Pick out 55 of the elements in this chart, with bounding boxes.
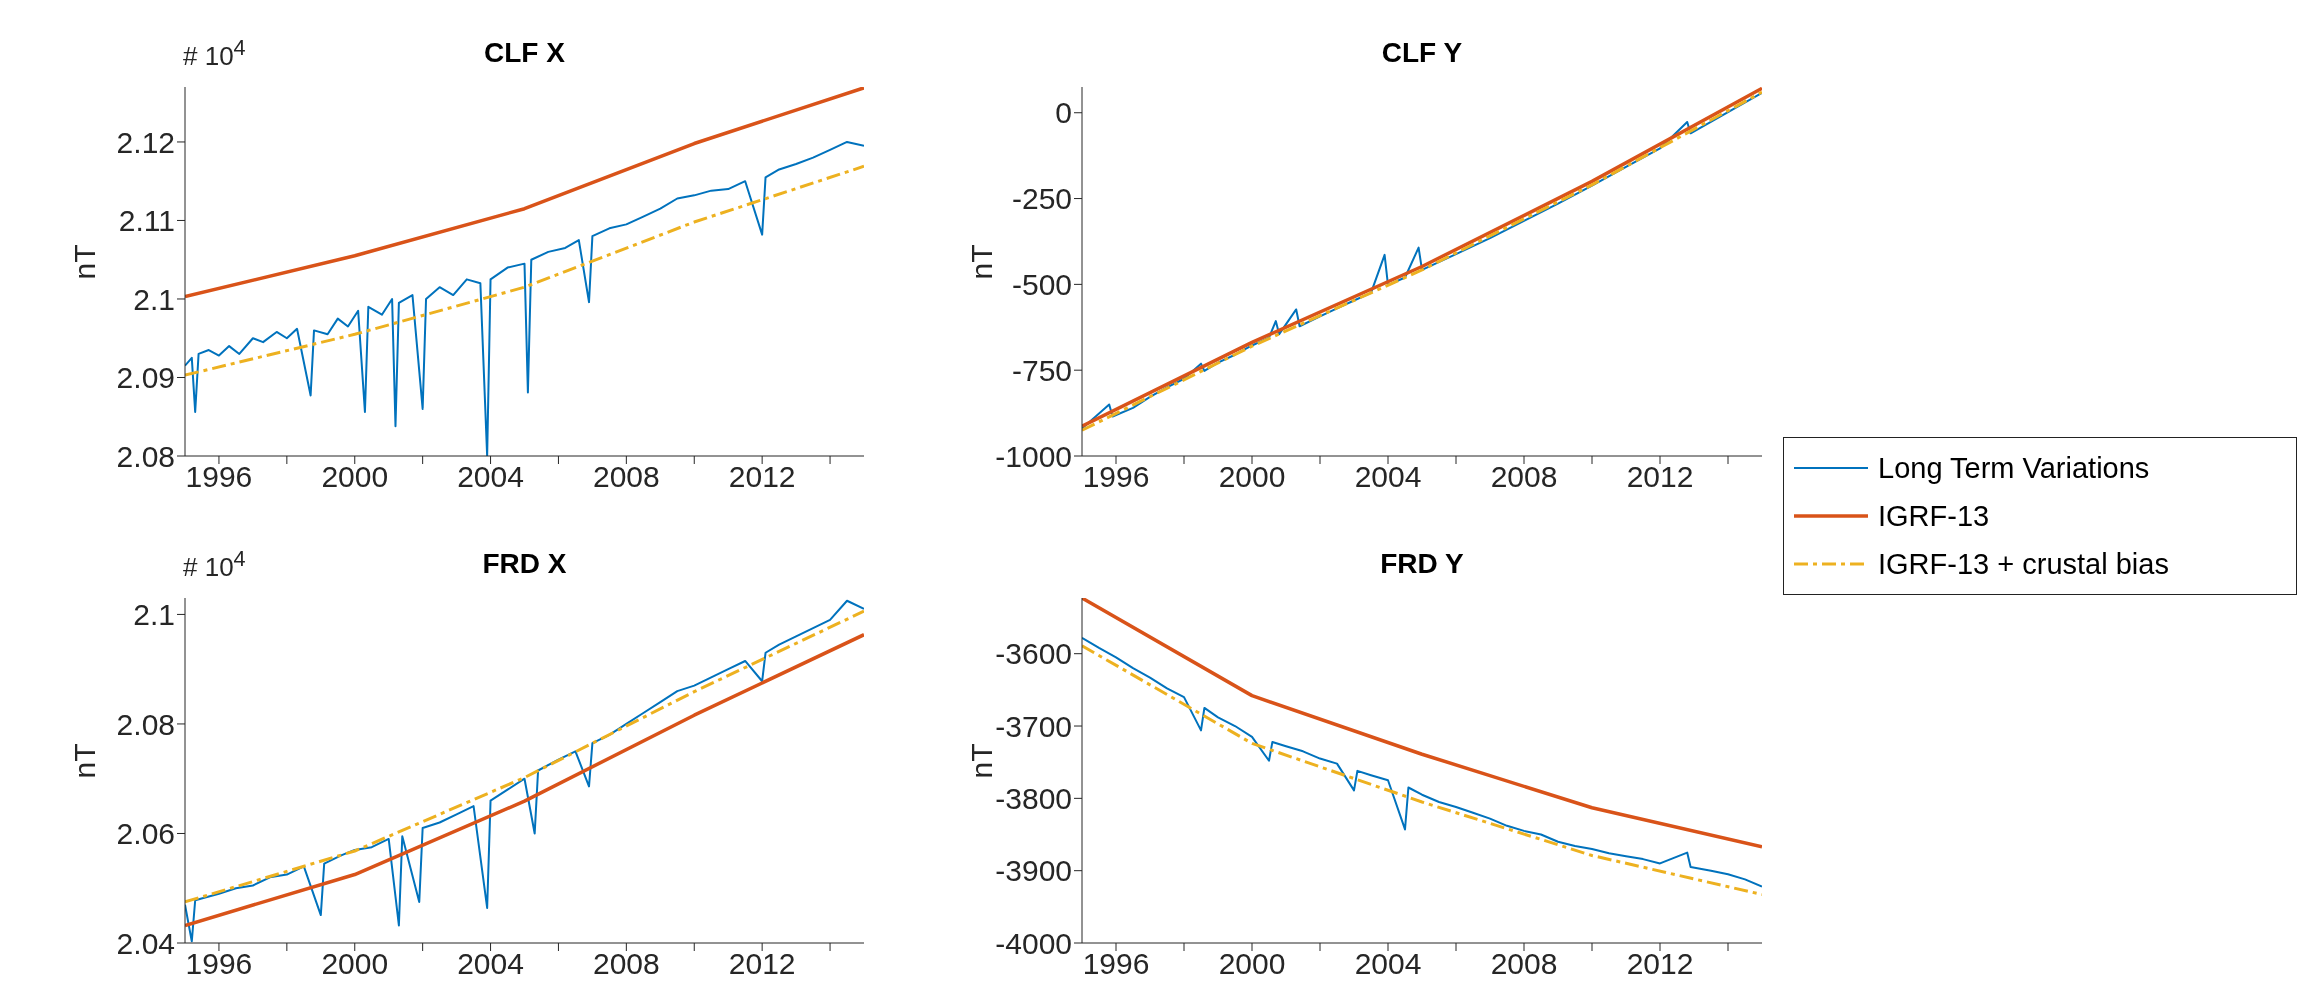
y-axis-title: nT <box>964 243 999 281</box>
x-tick-label: 2000 <box>321 460 389 494</box>
text: # 10$^{4}$ <box>183 35 246 72</box>
y-axis-title: nT <box>67 243 102 281</box>
x-tick-label: 1996 <box>185 947 253 981</box>
chart-title: FRD Y <box>1379 548 1465 580</box>
x-tick-label: 2012 <box>728 947 796 981</box>
x-tick-label: 1996 <box>185 460 253 494</box>
x-tick-label: 2000 <box>321 947 389 981</box>
legend-label: Long Term Variations <box>1878 451 2150 485</box>
line-series <box>185 164 864 377</box>
x-tick-label: 2000 <box>1218 947 1286 981</box>
y-tick-label: 2.06 <box>116 817 175 851</box>
y-tick-label: -3800 <box>995 782 1072 815</box>
y-tick-label: -4000 <box>995 926 1072 960</box>
y-tick-label: 2.1 <box>133 598 175 632</box>
x-tick-label: 2008 <box>1490 460 1558 494</box>
y-tick-label: 2.08 <box>116 707 175 741</box>
x-tick-label: 2004 <box>457 947 524 981</box>
x-tick-label: 2000 <box>1218 460 1286 494</box>
y-tick-label: 2.08 <box>116 439 175 473</box>
y-tick-label: 0 <box>1055 96 1072 130</box>
y-tick-label: 2.04 <box>116 926 175 960</box>
y-tick-label: 2.1 <box>133 282 175 316</box>
x-tick-label: 2012 <box>1626 947 1694 981</box>
x-tick-label: 1996 <box>1082 947 1150 981</box>
y-tick-label: -1000 <box>995 439 1072 473</box>
x-tick-label: 2004 <box>1354 947 1422 981</box>
x-tick-label: 2004 <box>1354 460 1422 494</box>
x-tick-label: 2012 <box>728 460 796 494</box>
y-tick-label: 2.09 <box>116 361 175 395</box>
y-axis-title: nT <box>67 742 102 780</box>
y-tick-label: -3600 <box>995 637 1072 671</box>
chart-title: CLF Y <box>1380 37 1464 69</box>
legend-label: IGRF-13 + crustal bias <box>1878 547 2169 581</box>
x-tick-label: 1996 <box>1082 460 1150 494</box>
x-tick-label: 2008 <box>592 460 660 494</box>
y-tick-label: 2.11 <box>118 204 175 238</box>
y-tick-label: -750 <box>1011 353 1072 387</box>
y-tick-label: 2.12 <box>116 125 175 159</box>
y-tick-label: -250 <box>1011 182 1072 216</box>
x-tick-label: 2012 <box>1626 460 1694 494</box>
x-tick-label: 2008 <box>592 947 660 981</box>
chart-title: FRD X <box>482 548 567 579</box>
x-tick-label: 2004 <box>457 460 524 494</box>
y-tick-label: -500 <box>1011 268 1072 302</box>
chart-title: CLF X <box>484 37 565 68</box>
text: # 10$^{4}$ <box>183 546 246 583</box>
y-tick-label: -3700 <box>995 709 1072 743</box>
line-series <box>185 87 864 299</box>
y-axis-title: nT <box>965 743 998 779</box>
legend-label: IGRF-13 <box>1878 499 1990 533</box>
x-tick-label: 2008 <box>1490 947 1558 981</box>
y-tick-label: -3900 <box>995 854 1072 888</box>
line-series <box>1082 598 1762 849</box>
